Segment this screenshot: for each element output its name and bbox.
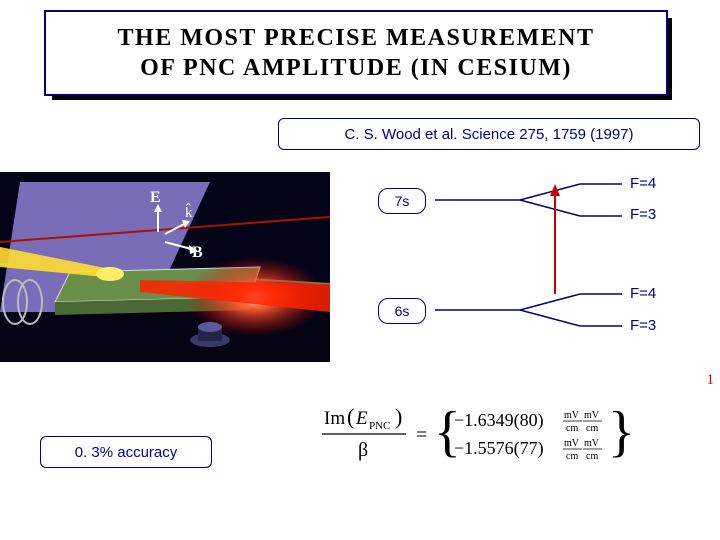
level-7s-label: 7s [395,193,410,209]
svg-text:−1.6349(80): −1.6349(80) [454,410,544,431]
svg-text:cm: cm [586,451,598,462]
svg-text:−1.5576(77): −1.5576(77) [454,438,544,459]
svg-text:): ) [395,404,402,429]
svg-text:β: β [358,439,368,461]
svg-text:E: E [355,408,368,429]
label-k: k̂ [185,203,193,221]
slide: The most precise measurement of PNC ampl… [0,0,720,540]
apparatus-svg: E k̂ B [0,172,330,362]
label-7s-F3: F=3 [630,206,656,223]
title-text: The most precise measurement of PNC ampl… [118,23,595,83]
svg-text:(: ( [347,404,354,429]
label-E: E [150,189,161,206]
formula-exponent: 1 [707,372,715,389]
svg-text:mV: mV [564,438,580,449]
citation-box: C. S. Wood et al. Science 275, 1759 (199… [278,118,700,150]
level-7s-pill: 7s [378,188,426,214]
svg-text:=: = [416,424,427,446]
level-6s-pill: 6s [378,298,426,324]
accuracy-box: 0. 3% accuracy [40,436,212,468]
title-box: The most precise measurement of PNC ampl… [44,10,668,96]
accuracy-text: 0. 3% accuracy [75,444,178,461]
title-line2: of PNC amplitude (in cesium) [140,55,572,81]
label-6s-F3: F=3 [630,317,656,334]
level-diagram: 7s 6s F=4 F=3 F=4 F=3 [360,170,690,370]
svg-text:}: } [608,401,635,463]
svg-text:cm: cm [566,423,578,434]
svg-text:mV: mV [584,438,600,449]
formula: Im ( E PNC ) β = { } −1.6349(80) −1.5576… [320,400,710,472]
citation-text: C. S. Wood et al. Science 275, 1759 (199… [344,126,633,143]
level-6s-label: 6s [395,303,410,319]
svg-text:Im: Im [324,408,345,429]
formula-svg: Im ( E PNC ) β = { } −1.6349(80) −1.5576… [320,400,710,472]
svg-text:cm: cm [566,451,578,462]
apparatus-photo: E k̂ B [0,172,330,362]
title-line1: The most precise measurement [118,25,595,51]
label-6s-F4: F=4 [630,285,656,302]
svg-text:PNC: PNC [369,420,390,432]
svg-text:mV: mV [564,410,580,421]
svg-text:mV: mV [584,410,600,421]
label-7s-F4: F=4 [630,175,656,192]
svg-text:cm: cm [586,423,598,434]
